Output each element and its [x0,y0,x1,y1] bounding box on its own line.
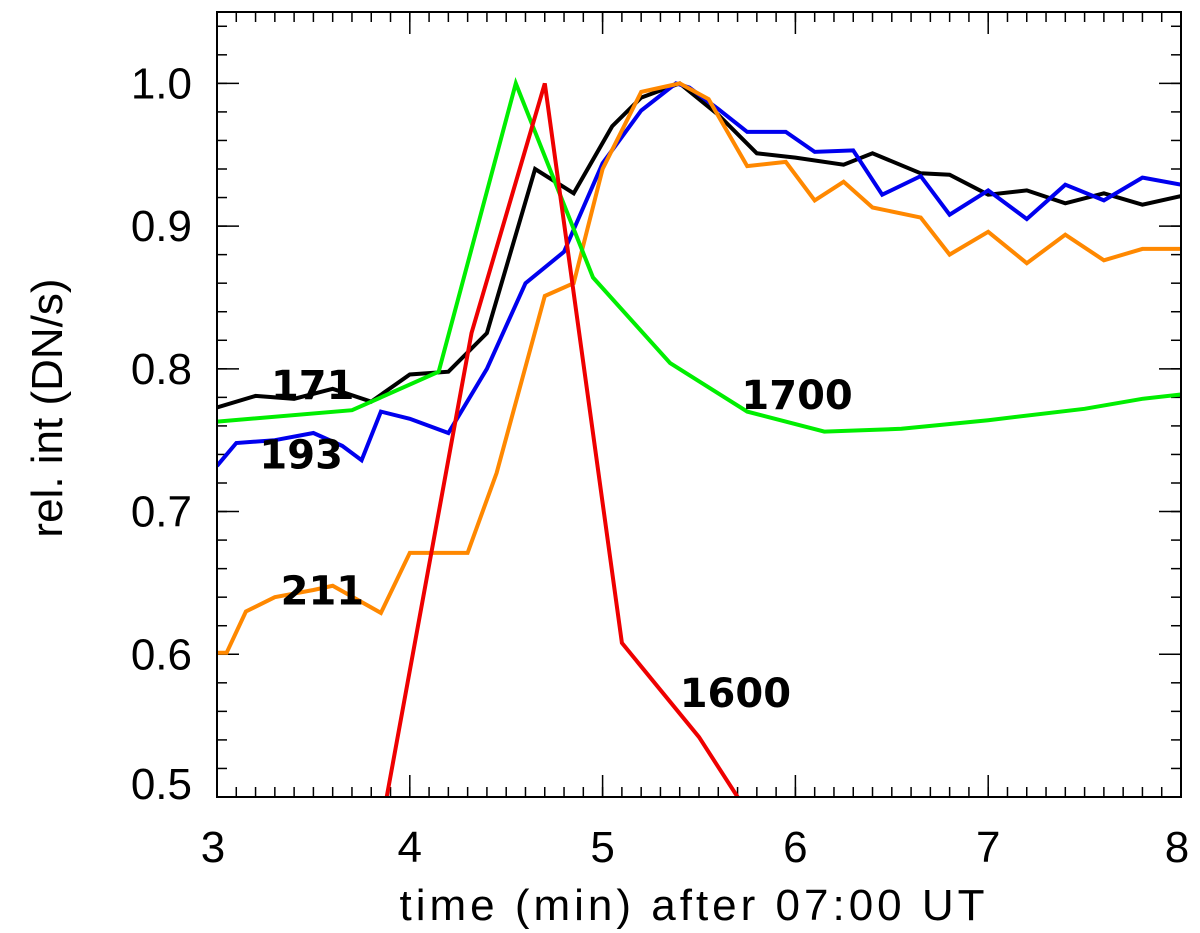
y-tick-label: 1.0 [131,59,192,108]
y-tick-label: 0.9 [131,202,192,251]
x-tick-label: 8 [1165,823,1189,872]
y-tick-label: 0.8 [131,345,192,394]
x-tick-label: 6 [783,823,807,872]
y-tick-label: 0.5 [131,760,192,809]
y-tick-label: 0.6 [131,630,192,679]
series-label-193: 193 [259,433,343,479]
series-label-1600: 1600 [680,671,791,717]
x-tick-label: 7 [976,823,1000,872]
x-tick-label: 3 [201,823,225,872]
series-label-171: 171 [271,363,355,409]
x-tick-label: 5 [590,823,614,872]
y-axis-title: rel. int (DN/s) [23,278,72,537]
y-tick-label: 0.7 [131,488,192,537]
x-axis-title: time (min) after 07:00 UT [399,881,988,930]
series-line-1700 [217,77,1181,434]
series-layer [217,77,1181,797]
series-line-1600 [384,82,740,797]
plot-frame [216,11,1182,798]
x-tick-label: 4 [398,823,422,872]
series-line-193 [217,81,1181,468]
tick-labels: 3 4 5 6 7 8 0.5 0.6 0.7 0.8 0.9 1.0 [131,59,1189,872]
annotation-layer: 171 193 211 1700 1600 [259,363,852,717]
series-label-211: 211 [281,568,365,614]
series-line-171 [217,81,1181,410]
series-label-1700: 1700 [741,373,852,419]
series-line-211 [217,81,1181,655]
